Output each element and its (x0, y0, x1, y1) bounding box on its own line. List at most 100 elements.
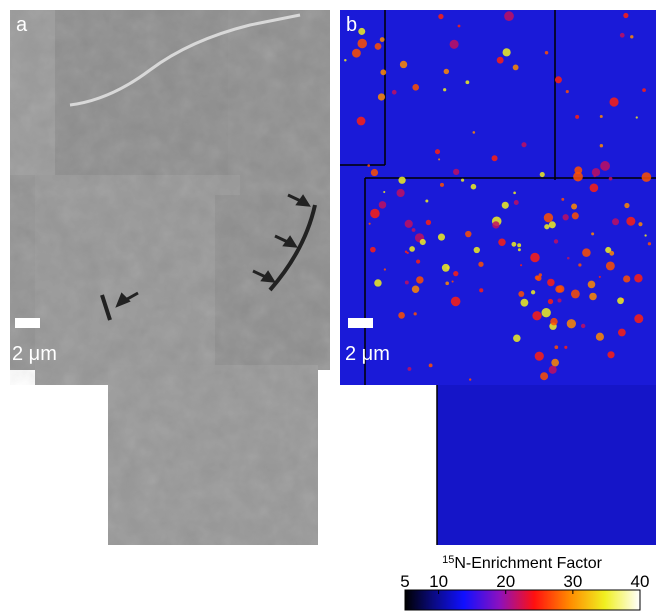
hotspot (383, 191, 385, 193)
hotspot (566, 90, 569, 93)
hotspot (593, 175, 596, 178)
hotspot (544, 224, 549, 229)
hotspot (378, 93, 385, 100)
hotspot (503, 48, 511, 56)
hotspot (623, 13, 628, 18)
panel-label: b (346, 14, 357, 36)
hotspot (551, 359, 559, 367)
hotspot (648, 242, 651, 245)
tile (437, 385, 656, 545)
hotspot (513, 64, 519, 70)
hotspot (367, 164, 370, 167)
hotspot (412, 84, 419, 91)
hotspot (452, 280, 454, 282)
hotspot (563, 214, 569, 220)
hotspot (599, 276, 601, 278)
hotspot (409, 246, 415, 252)
hotspot (408, 367, 412, 371)
hotspot (520, 299, 528, 307)
hotspot (358, 28, 365, 35)
colorbar: 15N-Enrichment Factor 510203040 (400, 554, 649, 610)
hotspot (620, 33, 625, 38)
hotspot (532, 311, 541, 320)
hotspot (513, 335, 520, 342)
hotspot (561, 198, 564, 201)
mask (318, 370, 340, 545)
hotspot (530, 253, 540, 263)
hotspot (542, 308, 551, 317)
hotspot (548, 299, 553, 304)
hotspot (375, 43, 382, 50)
hotspot (624, 203, 629, 208)
hotspot (465, 231, 471, 237)
hotspot (471, 184, 477, 190)
hotspot (609, 177, 613, 181)
hotspot (521, 142, 526, 147)
hotspot (380, 69, 386, 75)
hotspot (371, 169, 378, 176)
hotspot (531, 290, 535, 294)
mask (0, 545, 340, 565)
hotspot (398, 312, 405, 319)
hotspot (458, 25, 461, 28)
hotspot (572, 212, 579, 219)
hotspot (440, 183, 444, 187)
hotspot (412, 285, 420, 293)
scale-bar (348, 318, 373, 328)
panel-b: b 2 μm (340, 10, 656, 545)
hotspot (549, 221, 556, 228)
hotspot (518, 291, 524, 297)
hotspot (642, 88, 646, 92)
hotspot (498, 239, 505, 246)
hotspot (492, 221, 499, 228)
hotspot (578, 263, 581, 266)
hotspot (380, 37, 385, 42)
panel-label: a (16, 14, 28, 36)
colorbar-scale (405, 590, 640, 610)
hotspot (555, 76, 562, 83)
mask (0, 385, 108, 545)
hotspot (557, 298, 561, 302)
hotspot (540, 372, 548, 380)
hotspot (557, 285, 565, 293)
hotspot (405, 281, 409, 285)
hotspot (630, 35, 633, 38)
hotspot (369, 223, 371, 225)
colorbar-title: 15N-Enrichment Factor (442, 554, 603, 572)
hotspot (513, 192, 516, 195)
hotspot (617, 297, 624, 304)
hotspot (567, 319, 576, 328)
hotspot (397, 189, 405, 197)
hotspot (438, 158, 440, 160)
hotspot (626, 217, 635, 226)
hotspot (502, 202, 509, 209)
hotspot (469, 378, 471, 380)
hotspot (438, 234, 445, 241)
hotspot (600, 115, 603, 118)
hotspot (571, 204, 577, 210)
hotspot (370, 247, 376, 253)
hotspot (442, 264, 450, 272)
hotspot (540, 172, 545, 177)
hotspot (588, 281, 596, 289)
tick-label: 40 (631, 572, 650, 591)
figure: a 2 μm b 2 μm 15N-Enrichment Factor 5102… (0, 0, 656, 614)
hotspot (420, 239, 426, 245)
hotspot (504, 11, 514, 21)
hotspot (618, 329, 626, 337)
hotspot (426, 220, 431, 225)
hotspot (571, 290, 580, 299)
hotspot (400, 61, 407, 68)
hotspot (379, 201, 387, 209)
hotspot (607, 351, 614, 358)
hotspot (405, 220, 413, 228)
hotspot (589, 293, 597, 301)
hotspot (544, 213, 553, 222)
hotspot (461, 179, 464, 182)
hotspot (416, 259, 420, 263)
hotspot (511, 242, 516, 247)
hotspot (581, 324, 585, 328)
hotspot (443, 88, 446, 91)
hotspot (590, 183, 599, 192)
hotspot (407, 252, 409, 254)
